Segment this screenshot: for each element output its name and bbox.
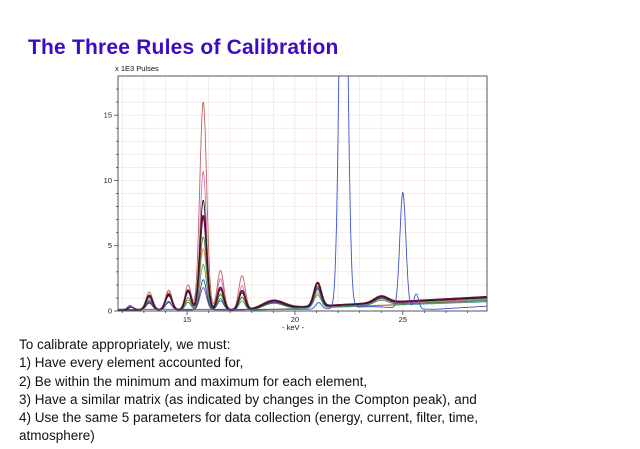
y-tick-label: 5 <box>108 241 112 250</box>
body-line-rule1: 1) Have every element accounted for, <box>19 355 244 371</box>
series-group <box>118 76 487 311</box>
body-text: To calibrate appropriately, we must: 1) … <box>19 336 619 446</box>
y-tick-label: 10 <box>104 176 112 185</box>
x-tick-label: 20 <box>291 315 299 324</box>
body-line-rule3: 3) Have a similar matrix (as indicated b… <box>19 391 477 407</box>
body-line-rule2: 2) Be within the minimum and maximum for… <box>19 373 368 389</box>
x-tick-label: 15 <box>183 315 191 324</box>
y-tick-label: 0 <box>108 307 112 316</box>
x-tick-label: 25 <box>399 315 407 324</box>
slide-title: The Three Rules of Calibration <box>28 36 339 59</box>
spectrum-chart: x 1E3 Pulses 15 20 25 0 5 10 15 - keV - <box>96 64 500 336</box>
body-line-rule4-cont: atmosphere) <box>19 428 95 444</box>
x-axis-label: - keV - <box>282 323 305 332</box>
spectrum-svg: 15 20 25 0 5 10 15 <box>104 75 488 324</box>
y-tick-label: 15 <box>104 111 112 120</box>
body-line-rule4: 4) Use the same 5 parameters for data co… <box>19 410 478 426</box>
y-axis-label: x 1E3 Pulses <box>115 64 159 73</box>
body-line-intro: To calibrate appropriately, we must: <box>19 337 231 352</box>
series-spectrum-blue <box>118 76 487 310</box>
